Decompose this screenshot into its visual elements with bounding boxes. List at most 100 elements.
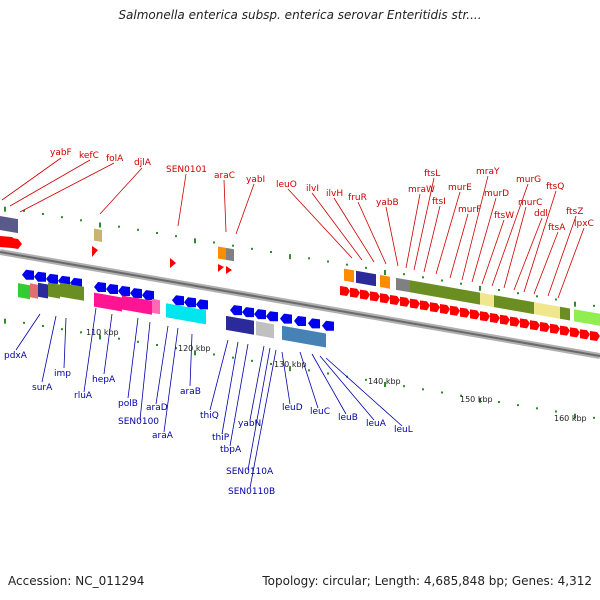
- track-dot: [365, 378, 367, 381]
- track-dot: [23, 321, 25, 324]
- track-dot: [4, 206, 6, 212]
- forward-gene-arrow: [520, 318, 530, 329]
- track-dot: [308, 369, 310, 372]
- track-dot: [80, 331, 82, 334]
- reverse-gene-arrow: [46, 273, 58, 284]
- gene-label-mray: mraY: [476, 167, 500, 177]
- gene-label-leua: leuA: [366, 419, 387, 429]
- track-dot: [289, 254, 291, 260]
- track-dot: [61, 216, 63, 219]
- gene-label-thiq: thiQ: [200, 411, 219, 421]
- gene-label-murd: murD: [484, 189, 509, 199]
- reverse-gene-arrow: [106, 284, 118, 295]
- forward-gene-arrow: [580, 329, 590, 340]
- track-dot: [403, 385, 405, 388]
- reverse-gene-arrow: [230, 305, 242, 316]
- tick-label: 130 kbp: [274, 360, 307, 369]
- reverse-gene-arrow: [94, 281, 106, 292]
- track-dot: [232, 244, 234, 247]
- track-dot: [365, 266, 367, 269]
- forward-gene-arrow: [380, 293, 390, 304]
- track-dot: [4, 318, 6, 324]
- gene-label-leul: leuL: [394, 425, 413, 435]
- track-dot: [118, 225, 120, 228]
- forward-gene-arrow: [510, 316, 520, 327]
- gene-label-yabf: yabF: [50, 148, 72, 158]
- gene-label-leud: leuD: [282, 403, 303, 413]
- gene-label-sura: surA: [32, 383, 53, 393]
- gene-label-sen0100: SEN0100: [118, 417, 159, 427]
- map-title: Salmonella enterica subsp. enterica sero…: [118, 8, 482, 22]
- reverse-gene-arrow: [322, 320, 334, 331]
- reverse-gene-arrow: [130, 288, 142, 299]
- track-dot: [289, 366, 291, 372]
- track-dot: [118, 337, 120, 340]
- gene-label-ftsi: ftsI: [432, 197, 446, 207]
- track-dot: [232, 356, 234, 359]
- gene-label-hepa: hepA: [92, 375, 116, 385]
- track-dot: [422, 388, 424, 391]
- tick-label: 110 kbp: [86, 328, 119, 337]
- track-dot: [555, 298, 557, 301]
- gene-label-frur: fruR: [348, 193, 367, 203]
- forward-gene-arrow: [360, 289, 370, 300]
- cog-blocks-upper: [0, 216, 600, 326]
- gene-label-imp: imp: [54, 369, 71, 379]
- genome-summary: Topology: circular; Length: 4,685,848 bp…: [262, 574, 592, 588]
- track-dot: [498, 289, 500, 291]
- reverse-gene-arrow: [308, 318, 320, 329]
- gene-label-yabn: yabN: [238, 419, 261, 429]
- accession-label: Accession: NC_011294: [8, 574, 145, 588]
- gene-label-tbpa: tbpA: [220, 445, 242, 455]
- track-dot: [327, 372, 329, 375]
- track-dot: [175, 235, 177, 238]
- gene-label-mure: murE: [448, 183, 472, 193]
- track-dot: [99, 222, 101, 228]
- gene-label-ilvi: ilvI: [306, 184, 319, 194]
- reverse-gene-arrow: [142, 290, 154, 301]
- track-dot: [194, 238, 196, 244]
- forward-gene-arrow: [440, 304, 450, 314]
- gene-label-mraw: mraW: [408, 185, 435, 195]
- track-dot: [384, 382, 386, 387]
- track-dot: [270, 251, 272, 253]
- gene-label-arad: araD: [146, 403, 168, 413]
- gene-label-murc: murC: [518, 198, 542, 208]
- track-dot: [460, 394, 462, 397]
- reverse-gene-arrow: [34, 271, 46, 282]
- forward-genes-track: [0, 236, 600, 341]
- track-dot: [460, 282, 462, 285]
- forward-gene-arrow: [500, 314, 510, 325]
- tick-label: 140 kbp: [368, 377, 401, 386]
- forward-gene-arrow: [460, 307, 470, 318]
- track-dot: [536, 295, 538, 298]
- gene-label-ftsa: ftsA: [548, 223, 566, 233]
- forward-gene-arrow: [410, 298, 420, 309]
- track-dot: [498, 401, 500, 403]
- track-dot: [137, 340, 139, 343]
- forward-gene-arrow: [470, 309, 480, 320]
- track-dot: [593, 416, 595, 419]
- track-dot: [479, 397, 481, 403]
- gene-label-arac: araC: [214, 171, 235, 181]
- forward-gene-arrow: [430, 302, 440, 313]
- reverse-gene-arrow: [196, 299, 208, 310]
- forward-gene-arrow: [340, 286, 350, 296]
- track-dot: [441, 391, 443, 394]
- gene-label-kefc: kefC: [79, 151, 99, 161]
- reverse-gene-arrow: [184, 297, 196, 308]
- forward-gene-arrow: [420, 300, 430, 311]
- reverse-gene-arrow: [254, 309, 266, 320]
- gene-label-arab: araB: [180, 387, 201, 397]
- gene-label-ilvh: ilvH: [326, 189, 343, 199]
- track-dot: [251, 247, 253, 250]
- forward-gene-arrow: [450, 305, 460, 316]
- forward-gene-arrow: [530, 320, 540, 331]
- gene-label-sen0110b: SEN0110B: [228, 487, 275, 497]
- track-dot: [99, 334, 101, 340]
- gene-label-lpxc: lpxC: [574, 219, 594, 229]
- gene-label-ftsw: ftsW: [494, 211, 514, 221]
- gene-label-leuc: leuC: [310, 407, 330, 417]
